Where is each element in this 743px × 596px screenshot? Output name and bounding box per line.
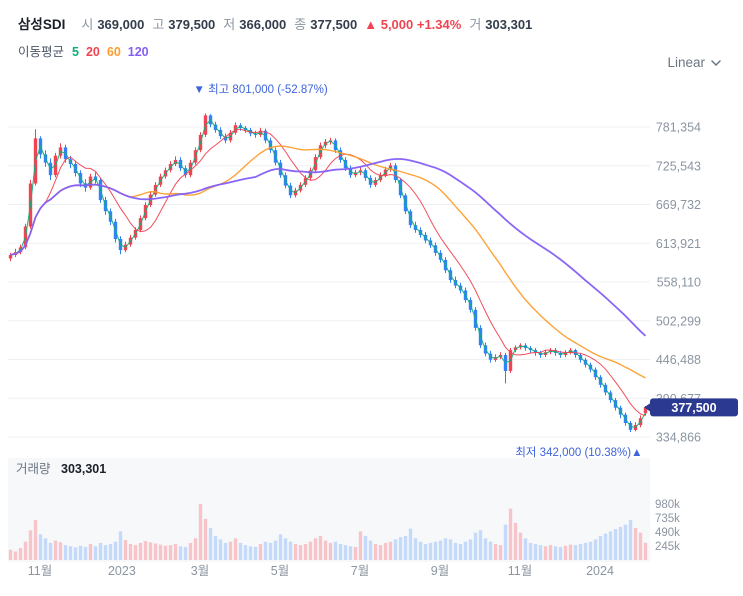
low-value: 366,000 [239,17,287,32]
low-annotation: 최저 342,000 (10.38%)▲ [515,446,642,459]
x-axis-label: 11월 [28,564,52,578]
x-axis-label: 2023 [108,564,136,578]
candlestick-chart[interactable]: 781,354 725,543 669,732 613,921 558,110 502,2… [0,78,743,596]
high-annotation: ▼ 최고 801,000 (-52.87%) [194,83,328,96]
y-axis-label: 446,488 [656,353,701,367]
ma-line-60 [10,145,646,379]
volume-axis-label: 490k [655,527,680,539]
volume-axis-label: 980k [655,499,680,511]
y-axis-label: 502,299 [656,314,701,328]
volume-pane-value: 303,301 [61,462,106,476]
x-axis-label: 11월 [508,564,532,578]
candlesticks [8,113,648,432]
x-axis-label: 7월 [351,564,369,578]
y-axis-label: 725,543 [656,159,701,173]
volume-bars [8,504,648,560]
y-axis-label: 334,866 [656,431,701,445]
x-axis-label: 9월 [431,564,449,578]
last-price-badge-arrow [644,403,650,412]
scale-selector-label: Linear [667,55,705,70]
y-axis-label: 558,110 [657,276,701,290]
last-price-badge [650,398,738,417]
volume-pane-title: 거래량 [16,462,51,476]
x-axis-label: 2024 [586,564,614,578]
last-price-badge-value: 377,500 [671,401,716,415]
ma-line-20 [10,128,646,417]
ma-line-5 [10,119,646,429]
volume-axis-label: 735k [655,513,680,525]
scale-selector[interactable]: Linear [667,55,721,70]
x-axis-label: 3월 [191,564,209,578]
high-value: 379,500 [168,17,216,32]
close-label: 종 [294,17,307,32]
ma-60-toggle[interactable]: 60 [106,45,121,59]
price-header: 삼성SDI 시 369,000 고 379,500 저 366,000 종 37… [18,13,532,33]
volume-axis-label: 245k [655,541,680,553]
y-axis-label: 669,732 [656,198,701,212]
y-axis-label: 781,354 [656,121,701,135]
ma-legend-title: 이동평균 [18,45,65,59]
y-axis-label: 613,921 [656,237,701,251]
trade-volume-value: 303,301 [485,17,533,32]
ma-20-toggle[interactable]: 20 [85,45,100,59]
ma-120-toggle[interactable]: 120 [127,45,149,59]
trade-volume-label: 거 [469,17,482,32]
grid-lines [8,126,650,438]
chevron-down-icon [711,59,721,66]
high-label: 고 [152,17,165,32]
ma-line-120 [10,158,647,337]
ma-5-toggle[interactable]: 5 [72,45,79,59]
low-label: 저 [223,17,236,32]
close-value: 377,500 [310,17,358,32]
open-value: 369,000 [97,17,145,32]
x-axis-label: 5월 [271,564,289,578]
open-label: 시 [81,17,94,32]
moving-average-legend: 이동평균 5 20 60 120 [18,41,156,60]
price-change: ▲ 5,000 +1.34% [364,17,462,32]
stock-name: 삼성SDI [18,17,66,32]
